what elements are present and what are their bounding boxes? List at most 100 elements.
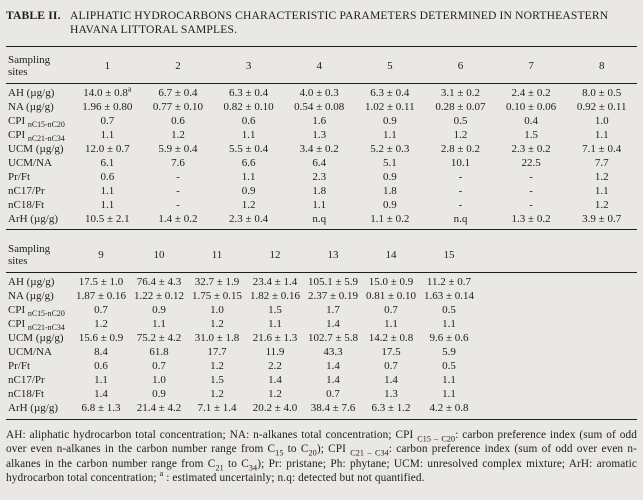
sampling-sites-header: Sampling sites <box>8 54 51 79</box>
site-number-header: 2 <box>175 60 181 73</box>
table-row: CPI nC21-nC34 1.1 1.2 1.1 1.3 1.1 1.2 1.5 1.1 <box>6 129 637 143</box>
spacer <box>478 332 637 346</box>
value-cell: 2.3 <box>312 170 327 183</box>
parameter-label: UCM/NA <box>8 156 53 169</box>
value-cell: 1.3 <box>384 387 398 400</box>
value-cell: 1.7 <box>326 304 340 317</box>
value-cell: 1.1 <box>382 129 397 142</box>
value-cell: 105.1 ± 5.9 <box>307 276 359 289</box>
site-number-header: 10 <box>153 249 165 262</box>
spacer <box>478 373 637 387</box>
value-cell: 75.2 ± 4.2 <box>136 332 182 345</box>
spacer <box>478 290 637 304</box>
table-row: UCM/NA 8.4 61.8 17.7 11.9 43.3 17.5 5.9 <box>6 346 637 360</box>
parameter-label: nC18/Ft <box>8 387 45 400</box>
value-cell: 0.6 <box>100 170 115 183</box>
value-cell: 61.8 <box>149 346 169 359</box>
value-cell: 2.3 ± 0.4 <box>229 212 269 225</box>
value-cell: 102.7 ± 5.8 <box>307 332 359 345</box>
site-number-header: 13 <box>327 249 339 262</box>
value-cell: n.q <box>312 212 327 225</box>
sampling-sites-header: Sampling sites <box>8 243 51 268</box>
parameter-label: nC18/Ft <box>8 198 45 211</box>
value-cell: 1.82 ± 0.16 <box>249 290 301 303</box>
value-cell: 1.4 <box>326 360 340 373</box>
table-row: AH (µg/g) 17.5 ± 1.0 76.4 ± 4.3 32.7 ± 1.9 2… <box>6 273 637 290</box>
value-cell: 0.9 <box>152 387 166 400</box>
value-cell: 20.2 ± 4.0 <box>252 401 298 414</box>
table-row: nC18/Ft 1.4 0.9 1.2 1.2 0.7 1.3 1.1 <box>6 387 637 401</box>
value-cell: 1.87 ± 0.16 <box>75 290 127 303</box>
value-cell: 0.81 ± 0.10 <box>365 290 417 303</box>
table-body: AH (µg/g) 14.0 ± 0.8a 6.7 ± 0.4 6.3 ± 0.4 4.… <box>6 84 637 230</box>
value-cell: 3.1 ± 0.2 <box>440 87 480 100</box>
value-cell: 0.5 <box>442 304 456 317</box>
table-footnote: AH: aliphatic hydrocarbon total concentr… <box>6 428 637 485</box>
value-cell: 1.63 ± 0.14 <box>423 290 475 303</box>
site-number-header: 7 <box>528 60 534 73</box>
value-cell: - <box>458 198 463 211</box>
value-cell: 1.1 <box>152 318 166 331</box>
value-cell: 1.1 <box>268 318 282 331</box>
parameter-label: Pr/Ft <box>8 360 31 373</box>
table-row: nC17/Pr 1.1 1.0 1.5 1.4 1.4 1.4 1.1 <box>6 373 637 387</box>
value-cell: - <box>176 198 180 211</box>
value-cell: 6.3 ± 0.4 <box>370 87 410 100</box>
value-cell: 2.2 <box>268 360 282 373</box>
value-cell: 5.1 <box>382 156 397 169</box>
value-cell: 0.7 <box>384 304 398 317</box>
parameter-label: UCM/NA <box>8 346 53 359</box>
parameter-label: NA (µg/g) <box>8 290 54 303</box>
value-cell: 1.1 <box>384 318 398 331</box>
spacer <box>478 318 637 332</box>
value-cell: 1.1 <box>94 374 108 387</box>
value-cell: 2.37 ± 0.19 <box>307 290 359 303</box>
site-number-header: 14 <box>385 249 397 262</box>
value-cell: 0.7 <box>326 387 340 400</box>
value-cell: 1.75 ± 0.15 <box>191 290 243 303</box>
value-cell: 1.8 <box>382 184 397 197</box>
value-cell: 1.1 <box>100 129 115 142</box>
value-cell: 1.2 <box>210 318 224 331</box>
parameter-label: AH (µg/g) <box>8 87 55 100</box>
value-cell: 15.0 ± 0.9 <box>368 276 414 289</box>
value-cell: 0.9 <box>241 184 256 197</box>
value-cell: 38.4 ± 7.6 <box>310 401 356 414</box>
table-row: AH (µg/g) 14.0 ± 0.8a 6.7 ± 0.4 6.3 ± 0.4 4.… <box>6 84 637 101</box>
value-cell: 5.2 ± 0.3 <box>370 143 410 156</box>
value-cell: 1.0 <box>594 115 609 128</box>
value-cell: 0.9 <box>382 115 397 128</box>
value-cell: 17.7 <box>207 346 227 359</box>
value-cell: 11.2 ± 0.7 <box>426 276 472 289</box>
value-cell: 1.1 <box>594 129 609 142</box>
table-title: TABLE II. ALIPHATIC HYDROCARBONS CHARACT… <box>6 9 637 37</box>
value-cell: 1.2 <box>268 387 282 400</box>
value-cell: 1.4 <box>326 318 340 331</box>
value-cell: 9.6 ± 0.6 <box>429 332 469 345</box>
value-cell: - <box>176 184 180 197</box>
value-cell: 1.6 <box>312 115 327 128</box>
site-number-header: 1 <box>104 60 111 73</box>
value-cell: 6.3 ± 1.2 <box>371 401 411 414</box>
value-cell: 0.77 ± 0.10 <box>152 101 203 114</box>
value-cell: 1.4 <box>384 374 398 387</box>
value-cell: 0.92 ± 0.11 <box>576 101 627 114</box>
value-cell: 0.5 <box>442 360 456 373</box>
value-cell: 0.7 <box>152 360 166 373</box>
site-number-header: 15 <box>443 249 455 262</box>
parameter-label: UCM (µg/g) <box>8 332 64 345</box>
value-cell: n.q <box>453 212 468 225</box>
table-row: nC17/Pr 1.1 - 0.9 1.8 1.8 - - 1.1 <box>6 184 637 198</box>
value-cell: 7.7 <box>594 156 609 169</box>
value-cell: 1.4 <box>326 374 340 387</box>
table-caption: ALIPHATIC HYDROCARBONS CHARACTERISTIC PA… <box>70 9 609 37</box>
value-cell: 1.2 <box>594 198 609 211</box>
value-cell: 0.5 <box>453 115 468 128</box>
parameter-label: nC17/Pr <box>8 374 45 387</box>
value-cell: 43.3 <box>323 346 343 359</box>
value-cell: - <box>176 170 180 183</box>
value-cell: 1.1 <box>442 374 456 387</box>
parameter-label: CPI nC15-nC20 <box>8 115 65 130</box>
value-cell: 4.2 ± 0.8 <box>429 401 469 414</box>
value-cell: 1.2 <box>210 360 224 373</box>
